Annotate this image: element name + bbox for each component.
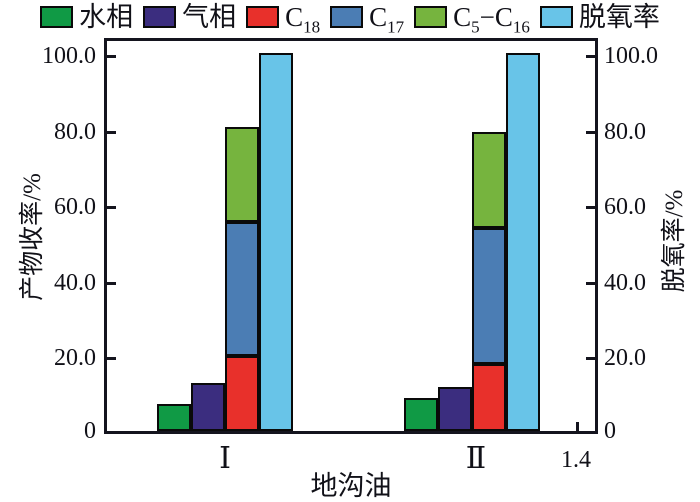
y-axis-left-tick-label-20: 20.0: [54, 345, 96, 371]
y-axis-left-tick-label-40: 40.0: [54, 270, 96, 296]
y-tick-mark-left-100: [107, 55, 116, 58]
y-axis-title-right: 脱氧率/%: [661, 189, 688, 293]
legend-label-deoxygenation-rate: 脱氧率: [578, 2, 660, 32]
legend-swatch-water-phase-icon: [40, 6, 74, 28]
y-tick-mark-right-40: [586, 282, 595, 285]
bar-gas-phase-group1: [191, 382, 225, 431]
y-axis-right-tick-label-20: 20.0: [604, 345, 646, 371]
x-extra-tick-label: 1.4: [561, 447, 591, 473]
y-tick-mark-left-60: [107, 206, 116, 209]
segment-c5-c16-group1: [225, 126, 259, 223]
y-axis-right-tick-label-100: 100.0: [604, 43, 658, 69]
y-axis-right-tick-label-80: 80.0: [604, 119, 646, 145]
y-axis-title-left: 产物收率/%: [19, 173, 46, 301]
stacked-bar-products-group1: [225, 126, 259, 431]
x-tick-mark-1-4: [576, 422, 579, 431]
y-axis-left-tick-label-60: 60.0: [54, 194, 96, 220]
plot-area: [104, 38, 598, 434]
bar-water-phase-group1: [157, 403, 191, 431]
y-tick-mark-left-80: [107, 131, 116, 134]
x-category-label-1: Ⅰ: [219, 442, 231, 475]
bar-deoxygenation-rate-group2: [506, 53, 540, 431]
legend-label-c5-c16: C5−C16: [453, 2, 530, 37]
legend-label-water-phase: 水相: [79, 2, 134, 32]
legend-swatch-deoxygenation-rate-icon: [539, 6, 573, 28]
x-category-label-2: Ⅱ: [465, 442, 487, 475]
legend-label-c17: C17: [369, 2, 405, 37]
legend-label-gas-phase: 气相: [182, 2, 237, 32]
bar-gas-phase-group2: [438, 387, 472, 431]
bar-water-phase-group2: [404, 397, 438, 431]
y-tick-mark-right-100: [586, 55, 595, 58]
legend-item-c5-c16: C5−C16: [414, 2, 530, 37]
x-axis-title: 地沟油: [310, 471, 392, 501]
segment-c17-group1: [225, 222, 259, 357]
segment-c5-c16-group2: [472, 131, 506, 228]
y-axis-left-tick-label-100: 100.0: [42, 43, 96, 69]
y-axis-left-tick-label-0: 0: [84, 418, 96, 444]
plot-inner: [107, 41, 595, 431]
stacked-bar-products-group2: [472, 131, 506, 431]
y-axis-right-tick-label-40: 40.0: [604, 270, 646, 296]
y-tick-mark-right-60: [586, 206, 595, 209]
y-axis-right-tick-label-0: 0: [604, 418, 616, 444]
legend-swatch-c17-icon: [330, 6, 364, 28]
legend-item-c18: C18: [246, 2, 321, 37]
legend-swatch-gas-phase-icon: [143, 6, 177, 28]
y-axis-right-tick-label-60: 60.0: [604, 194, 646, 220]
bar-deoxygenation-rate-group1: [259, 53, 293, 431]
legend-label-c18: C18: [285, 2, 321, 37]
y-tick-mark-right-20: [586, 357, 595, 360]
legend-swatch-c18-icon: [246, 6, 280, 28]
legend-item-deoxygenation-rate: 脱氧率: [539, 2, 660, 32]
segment-c18-group1: [225, 356, 259, 431]
legend-item-c17: C17: [330, 2, 405, 37]
legend-item-gas-phase: 气相: [143, 2, 236, 32]
y-axis-left-tick-label-80: 80.0: [54, 119, 96, 145]
y-tick-mark-right-80: [586, 131, 595, 134]
legend-item-water-phase: 水相: [40, 2, 133, 32]
y-tick-mark-left-40: [107, 282, 116, 285]
segment-c18-group2: [472, 363, 506, 431]
y-tick-mark-left-20: [107, 357, 116, 360]
legend: 水相 气相 C18 C17 C5−C16 脱氧率: [0, 1, 700, 37]
segment-c17-group2: [472, 227, 506, 364]
legend-swatch-c5-c16-icon: [414, 6, 448, 28]
